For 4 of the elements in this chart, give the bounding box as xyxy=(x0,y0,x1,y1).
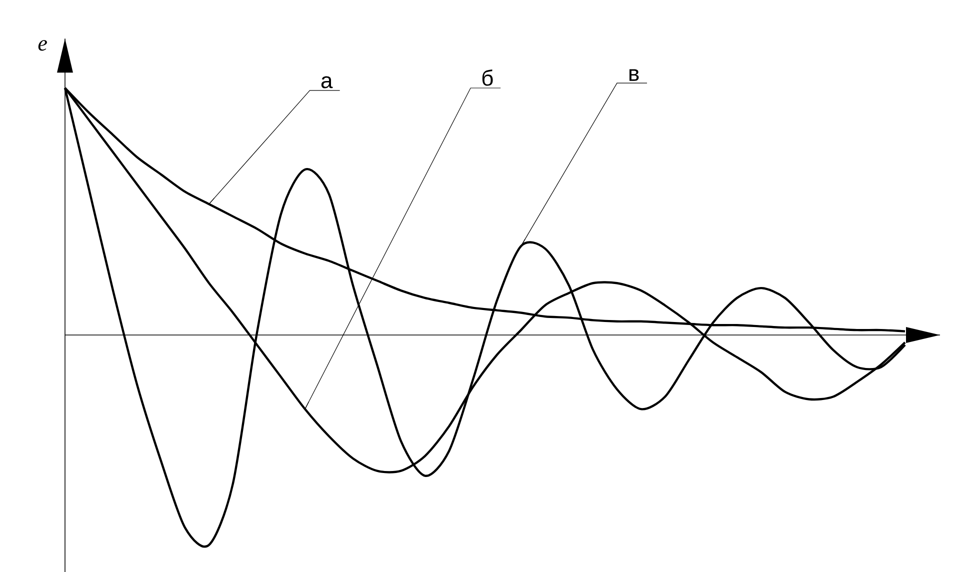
text: б xyxy=(482,69,493,86)
annotation: а xyxy=(321,76,333,88)
text: в xyxy=(629,69,639,81)
y-axis-title: e xyxy=(38,40,47,51)
